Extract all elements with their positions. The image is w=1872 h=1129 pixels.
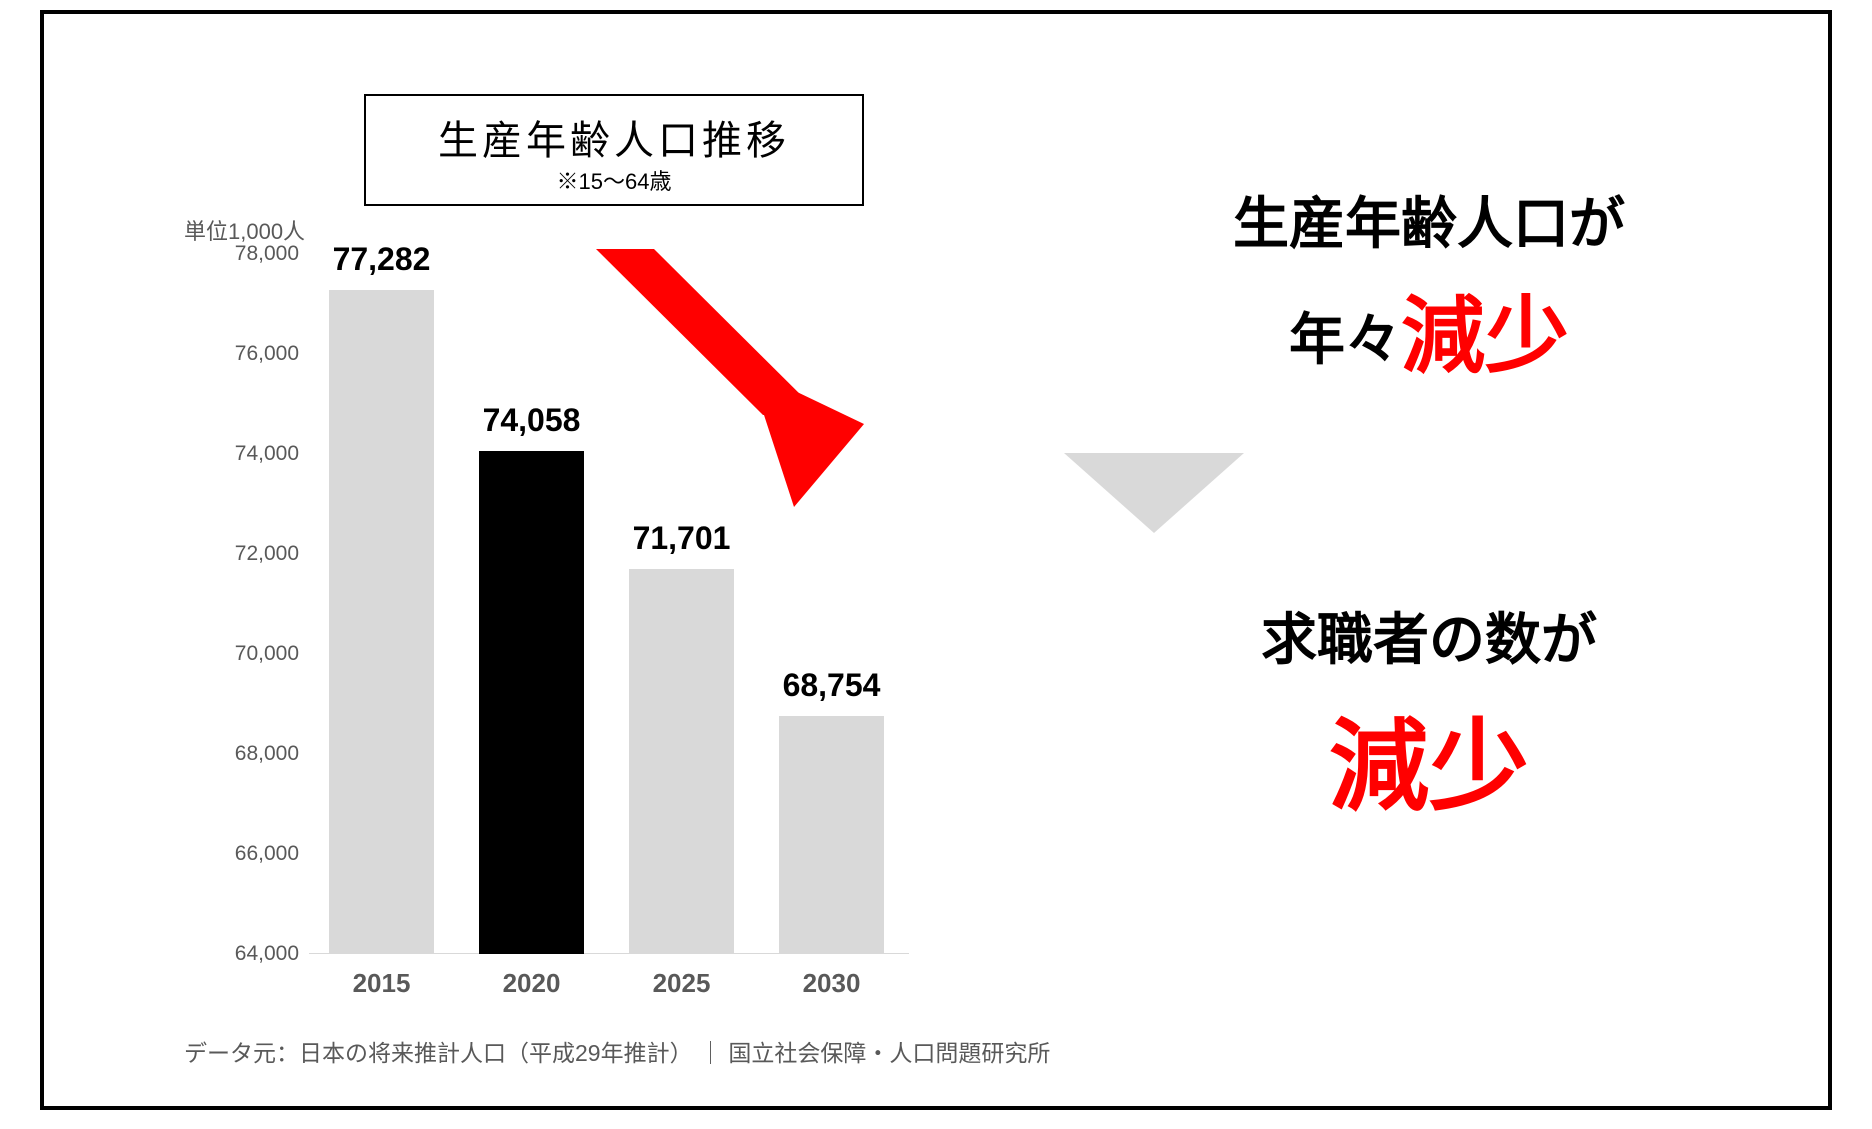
bar-value-label: 77,282 <box>333 241 431 278</box>
headline-2-pre: 求職者の数が <box>1261 608 1597 671</box>
y-tick-label: 78,000 <box>229 242 309 266</box>
bar-value-label: 68,754 <box>783 667 881 704</box>
headline-1-mid: 年々 <box>1289 308 1401 371</box>
bar <box>629 569 734 954</box>
bar-value-label: 71,701 <box>633 520 731 557</box>
headline-2-emphasis: 減少 <box>1064 692 1794 842</box>
y-tick-label: 70,000 <box>229 642 309 666</box>
chart-region: 生産年齢人口推移 ※15～64歳 単位1,000人 78,00076,00074… <box>224 94 984 1014</box>
y-tick-label: 76,000 <box>229 342 309 366</box>
y-tick-label: 64,000 <box>229 942 309 966</box>
chart-title-box: 生産年齢人口推移 ※15～64歳 <box>364 94 864 206</box>
headline-1: 生産年齢人口が 年々減少 <box>1064 179 1794 403</box>
y-tick-label: 68,000 <box>229 742 309 766</box>
headline-2: 求職者の数が 減少 <box>1064 598 1794 842</box>
down-chevron-icon <box>1064 453 1244 543</box>
chart-subtitle: ※15～64歳 <box>386 164 842 196</box>
bar <box>479 451 584 954</box>
bar <box>329 290 434 954</box>
chart-plot: 78,00076,00074,00072,00070,00068,00066,0… <box>309 254 909 954</box>
source-note: データ元：日本の将来推計人口（平成29年推計） ｜ 国立社会保障・人口問題研究所 <box>184 1034 1050 1068</box>
headline-1-line1: 生産年齢人口が <box>1233 192 1625 255</box>
bar-category-label: 2020 <box>503 968 561 999</box>
y-tick-label: 66,000 <box>229 842 309 866</box>
y-tick-label: 74,000 <box>229 442 309 466</box>
right-text-panel: 生産年齢人口が 年々減少 求職者の数が 減少 <box>1064 179 1794 842</box>
slide-frame: 生産年齢人口推移 ※15～64歳 単位1,000人 78,00076,00074… <box>40 10 1832 1110</box>
bar-category-label: 2030 <box>803 968 861 999</box>
chart-title: 生産年齢人口推移 <box>386 108 842 166</box>
headline-1-emphasis: 減少 <box>1401 289 1569 383</box>
bar-category-label: 2025 <box>653 968 711 999</box>
bar <box>779 716 884 954</box>
y-tick-label: 72,000 <box>229 542 309 566</box>
bar-value-label: 74,058 <box>483 402 581 439</box>
bar-category-label: 2015 <box>353 968 411 999</box>
